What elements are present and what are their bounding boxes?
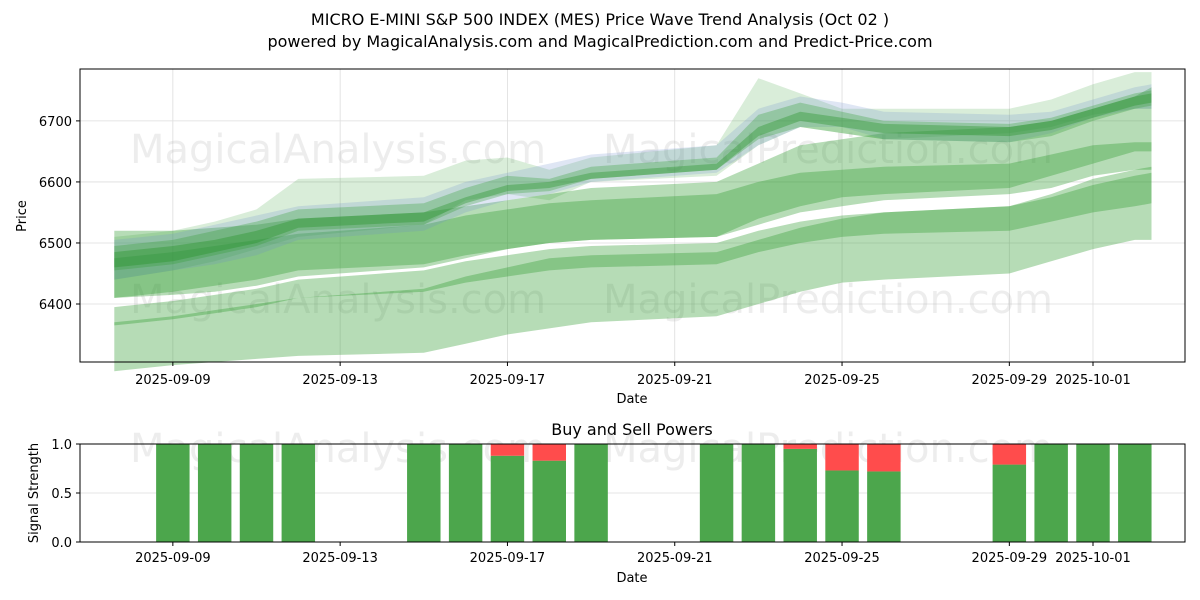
sell-bar [783, 444, 816, 449]
x-tick-label: 2025-09-21 [637, 373, 713, 388]
buy-bar [1118, 444, 1151, 542]
price-x-axis-label: Date [616, 392, 647, 407]
sell-bar [533, 444, 566, 461]
x-tick-label: 2025-09-21 [637, 551, 713, 566]
y-tick-label: 0.0 [51, 536, 72, 551]
sell-bar [825, 444, 858, 470]
buy-bar [240, 444, 273, 542]
buy-bar [156, 444, 189, 542]
buy-bar [825, 470, 858, 542]
buy-bar [282, 444, 315, 542]
x-tick-label: 2025-09-13 [302, 551, 378, 566]
buy-bar [533, 461, 566, 542]
price-wave-bands [114, 72, 1151, 371]
buy-bar [993, 465, 1026, 542]
x-tick-label: 2025-10-01 [1055, 551, 1131, 566]
buy-bar [574, 444, 607, 542]
signal-x-axis-label: Date [616, 571, 647, 586]
sell-bar [867, 444, 900, 471]
buy-bar [449, 444, 482, 542]
price-x-ticks: 2025-09-09 2025-09-13 2025-09-17 2025-09-21… [135, 362, 1131, 388]
y-tick-label: 0.5 [51, 487, 72, 502]
x-tick-label: 2025-09-09 [135, 373, 211, 388]
buy-bar [700, 444, 733, 542]
price-y-axis-label: Price [15, 200, 30, 232]
y-tick-label: 6700 [39, 115, 72, 130]
buy-bar [491, 456, 524, 542]
x-tick-label: 2025-09-17 [470, 551, 546, 566]
y-tick-label: 6400 [39, 298, 72, 313]
sell-bar [491, 444, 524, 456]
x-tick-label: 2025-09-09 [135, 551, 211, 566]
x-tick-label: 2025-09-29 [972, 373, 1048, 388]
buy-bar [1076, 444, 1109, 542]
buy-bar [783, 449, 816, 542]
price-y-ticks: 6400 6500 6600 6700 [39, 115, 80, 313]
x-tick-label: 2025-10-01 [1055, 373, 1131, 388]
x-tick-label: 2025-09-17 [470, 373, 546, 388]
buy-bar [407, 444, 440, 542]
chart-canvas: MagicalAnalysis.com MagicalPrediction.co… [0, 0, 1200, 600]
sell-bar [993, 444, 1026, 465]
signal-x-ticks: 2025-09-09 2025-09-13 2025-09-17 2025-09-21… [135, 542, 1131, 566]
x-tick-label: 2025-09-29 [972, 551, 1048, 566]
buy-bar [742, 444, 775, 542]
y-tick-label: 1.0 [51, 438, 72, 453]
signal-y-axis-label: Signal Strength [27, 443, 42, 543]
y-tick-label: 6500 [39, 237, 72, 252]
x-tick-label: 2025-09-25 [804, 373, 880, 388]
signal-y-ticks: 0.0 0.5 1.0 [51, 438, 80, 551]
buy-bar [198, 444, 231, 542]
x-tick-label: 2025-09-25 [804, 551, 880, 566]
buy-bar [867, 471, 900, 542]
x-tick-label: 2025-09-13 [302, 373, 378, 388]
y-tick-label: 6600 [39, 176, 72, 191]
watermark: MagicalAnalysis.com [130, 426, 546, 472]
buy-bar [1034, 444, 1067, 542]
